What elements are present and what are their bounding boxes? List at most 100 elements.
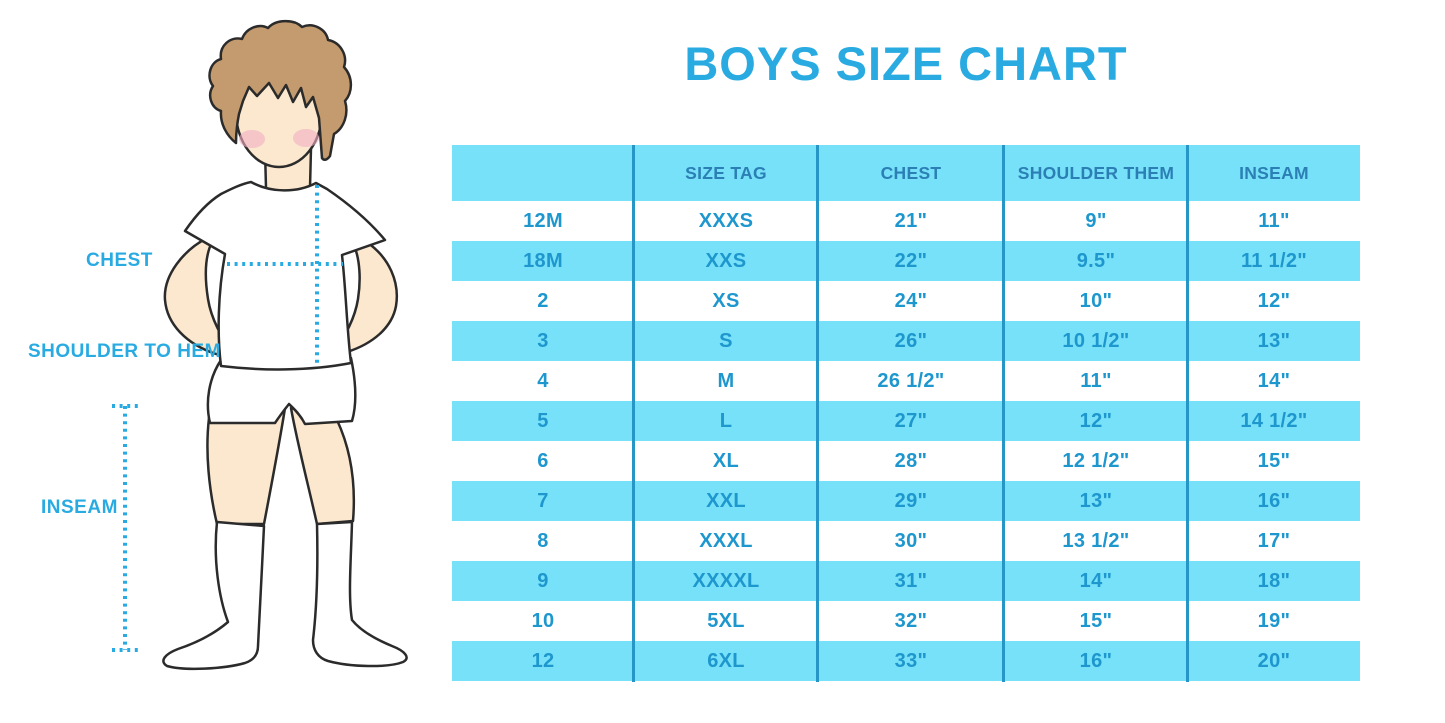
left-sock	[162, 520, 266, 671]
table-row: 12M XXXS 21" 9" 11"	[452, 201, 1360, 241]
value-cell: XL	[712, 450, 740, 472]
value-cell: XXXXL	[692, 570, 760, 592]
inseam-label: INSEAM	[41, 497, 118, 518]
size-cell: 12	[531, 650, 555, 672]
size-cell: 4	[537, 370, 549, 392]
left-leg	[206, 406, 287, 526]
value-cell: M	[717, 370, 735, 392]
table-body: 12M XXXS 21" 9" 11" 18M XXS 22" 9.5" 11 1/2" 2 XS 24…	[452, 201, 1360, 681]
boy-illustration	[112, 19, 408, 671]
value-cell: 30"	[894, 530, 928, 552]
table-row: 2 XS 24" 10" 12"	[452, 281, 1360, 321]
size-cell: 9	[537, 570, 549, 592]
value-cell: 9.5"	[1076, 250, 1116, 272]
header-cell: CHEST	[880, 163, 942, 183]
value-cell: 33"	[894, 650, 928, 672]
value-cell: 11"	[1080, 370, 1112, 392]
value-cell: 22"	[894, 250, 928, 272]
right-cheek	[293, 129, 319, 147]
value-cell: 14"	[1079, 570, 1113, 592]
table-row: 18M XXS 22" 9.5" 11 1/2"	[452, 241, 1360, 281]
value-cell: XXXS	[698, 210, 754, 232]
value-cell: XS	[712, 290, 740, 312]
value-cell: 15"	[1257, 450, 1291, 472]
value-cell: 14 1/2"	[1240, 410, 1308, 432]
value-cell: 12"	[1079, 410, 1113, 432]
table-row: 5 L 27" 12" 14 1/2"	[452, 401, 1360, 441]
size-cell: 18M	[523, 250, 563, 272]
table-row: 4 M 26 1/2" 11" 14"	[452, 361, 1360, 401]
value-cell: 19"	[1257, 610, 1291, 632]
size-cell: 10	[531, 610, 555, 632]
table-row: 7 XXL 29" 13" 16"	[452, 481, 1360, 521]
value-cell: 14"	[1257, 370, 1291, 392]
size-cell: 8	[537, 530, 549, 552]
table-row: 8 XXXL 30" 13 1/2" 17"	[452, 521, 1360, 561]
value-cell: XXS	[705, 250, 747, 272]
value-cell: 32"	[894, 610, 928, 632]
table-row: 12 6XL 33" 16" 20"	[452, 641, 1360, 681]
value-cell: 15"	[1079, 610, 1113, 632]
value-cell: 6XL	[707, 650, 745, 672]
value-cell: L	[719, 410, 733, 432]
column-separator	[1002, 145, 1005, 682]
value-cell: 16"	[1079, 650, 1113, 672]
value-cell: XXL	[706, 490, 746, 512]
value-cell: XXXL	[699, 530, 753, 552]
value-cell: 16"	[1257, 490, 1291, 512]
right-sock	[311, 520, 408, 668]
value-cell: 13"	[1079, 490, 1113, 512]
value-cell: 13 1/2"	[1062, 530, 1130, 552]
value-cell: 17"	[1257, 530, 1291, 552]
size-cell: 7	[537, 490, 549, 512]
value-cell: 5XL	[707, 610, 745, 632]
size-table: SIZE TAG CHEST SHOULDER THEM INSEAM 12M XXXS…	[452, 145, 1360, 682]
table-header-row: SIZE TAG CHEST SHOULDER THEM INSEAM	[452, 145, 1360, 201]
right-leg	[289, 406, 356, 526]
value-cell: 13"	[1257, 330, 1291, 352]
t-shirt	[183, 180, 387, 371]
size-cell: 6	[537, 450, 549, 472]
value-cell: 9"	[1085, 210, 1107, 232]
table-row: 3 S 26" 10 1/2" 13"	[452, 321, 1360, 361]
chest-label: CHEST	[86, 250, 153, 271]
value-cell: 11 1/2"	[1240, 250, 1308, 272]
value-cell: 11"	[1258, 210, 1290, 232]
left-arm	[163, 236, 239, 360]
header-cell: SHOULDER THEM	[1017, 163, 1175, 183]
size-cell: 5	[537, 410, 549, 432]
value-cell: 20"	[1257, 650, 1291, 672]
value-cell: S	[719, 330, 733, 352]
value-cell: 10 1/2"	[1062, 330, 1130, 352]
value-cell: 12"	[1257, 290, 1291, 312]
table-row: 10 5XL 32" 15" 19"	[452, 601, 1360, 641]
column-separator	[1186, 145, 1189, 682]
value-cell: 31"	[894, 570, 928, 592]
shorts	[206, 356, 357, 426]
table-row: 9 XXXXL 31" 14" 18"	[452, 561, 1360, 601]
value-cell: 24"	[894, 290, 928, 312]
value-cell: 28"	[894, 450, 928, 472]
value-cell: 12 1/2"	[1062, 450, 1130, 472]
boy-measurement-figure: CHEST SHOULDER TO HEM INSEAM	[0, 0, 460, 723]
left-cheek	[239, 130, 265, 148]
page-title: BOYS SIZE CHART	[684, 37, 1128, 90]
size-cell: 3	[537, 330, 549, 352]
value-cell: 10"	[1079, 290, 1113, 312]
value-cell: 27"	[894, 410, 928, 432]
column-separator	[632, 145, 635, 682]
value-cell: 26 1/2"	[877, 370, 945, 392]
value-cell: 29"	[894, 490, 928, 512]
column-separator	[816, 145, 819, 682]
hair	[208, 19, 353, 161]
value-cell: 18"	[1257, 570, 1291, 592]
value-cell: 21"	[894, 210, 928, 232]
table-row: 6 XL 28" 12 1/2" 15"	[452, 441, 1360, 481]
header-cell: INSEAM	[1239, 163, 1309, 183]
header-cell: SIZE TAG	[685, 163, 767, 183]
size-cell: 2	[537, 290, 549, 312]
size-cell: 12M	[523, 210, 563, 232]
header-cell	[452, 145, 634, 201]
shoulder-to-hem-label: SHOULDER TO HEM	[28, 341, 221, 362]
